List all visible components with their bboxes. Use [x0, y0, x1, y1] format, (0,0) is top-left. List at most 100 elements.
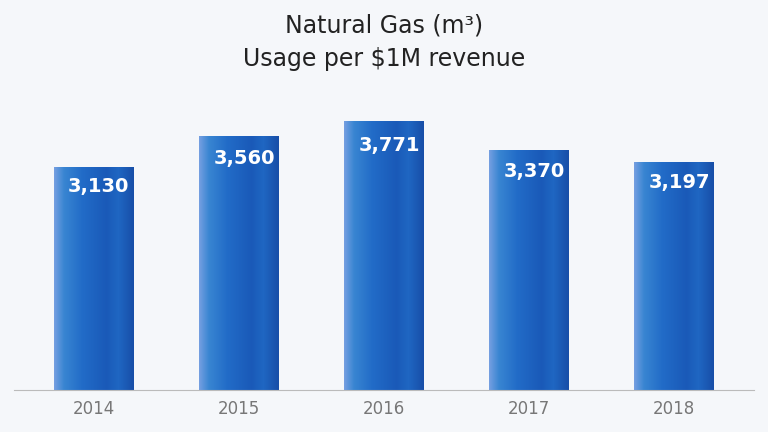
- Bar: [216, 136, 217, 391]
- Bar: [521, 149, 522, 391]
- Bar: [129, 167, 130, 391]
- Bar: [205, 136, 206, 391]
- Bar: [276, 136, 278, 391]
- Bar: [697, 162, 698, 391]
- Bar: [414, 121, 415, 391]
- Bar: [489, 149, 490, 391]
- Bar: [246, 136, 247, 391]
- Text: 3,560: 3,560: [214, 149, 275, 168]
- Bar: [526, 149, 527, 391]
- Bar: [377, 121, 378, 391]
- Bar: [690, 162, 691, 391]
- Bar: [645, 162, 647, 391]
- Bar: [83, 167, 84, 391]
- Bar: [674, 162, 675, 391]
- Bar: [695, 162, 697, 391]
- Bar: [495, 149, 496, 391]
- Bar: [398, 121, 399, 391]
- Bar: [519, 149, 520, 391]
- Bar: [81, 167, 83, 391]
- Bar: [204, 136, 205, 391]
- Bar: [651, 162, 652, 391]
- Bar: [388, 121, 389, 391]
- Bar: [418, 121, 419, 391]
- Bar: [56, 167, 57, 391]
- Bar: [531, 149, 532, 391]
- Bar: [523, 149, 524, 391]
- Bar: [261, 136, 262, 391]
- Bar: [407, 121, 408, 391]
- Bar: [665, 162, 667, 391]
- Bar: [240, 136, 241, 391]
- Bar: [562, 149, 563, 391]
- Bar: [54, 167, 55, 391]
- Bar: [238, 136, 239, 391]
- Bar: [214, 136, 215, 391]
- Bar: [528, 149, 529, 391]
- Bar: [543, 149, 544, 391]
- Bar: [707, 162, 708, 391]
- Bar: [639, 162, 641, 391]
- Bar: [59, 167, 60, 391]
- Bar: [259, 136, 260, 391]
- Bar: [516, 149, 517, 391]
- Bar: [539, 149, 540, 391]
- Bar: [234, 136, 235, 391]
- Bar: [355, 121, 356, 391]
- Bar: [390, 121, 391, 391]
- Bar: [712, 162, 713, 391]
- Bar: [703, 162, 704, 391]
- Bar: [202, 136, 203, 391]
- Bar: [200, 136, 201, 391]
- Bar: [269, 136, 270, 391]
- Bar: [384, 121, 385, 391]
- Bar: [565, 149, 566, 391]
- Bar: [555, 149, 556, 391]
- Bar: [508, 149, 509, 391]
- Bar: [658, 162, 659, 391]
- Bar: [522, 149, 523, 391]
- Bar: [104, 167, 106, 391]
- Bar: [367, 121, 368, 391]
- Bar: [534, 149, 535, 391]
- Bar: [544, 149, 545, 391]
- Bar: [710, 162, 711, 391]
- Bar: [498, 149, 499, 391]
- Bar: [518, 149, 519, 391]
- Bar: [113, 167, 114, 391]
- Bar: [517, 149, 518, 391]
- Bar: [649, 162, 650, 391]
- Bar: [668, 162, 669, 391]
- Bar: [106, 167, 107, 391]
- Bar: [351, 121, 352, 391]
- Bar: [237, 136, 238, 391]
- Bar: [58, 167, 59, 391]
- Bar: [566, 149, 567, 391]
- Bar: [650, 162, 651, 391]
- Bar: [406, 121, 407, 391]
- Bar: [409, 121, 410, 391]
- Bar: [97, 167, 98, 391]
- Bar: [273, 136, 275, 391]
- Bar: [389, 121, 390, 391]
- Bar: [249, 136, 250, 391]
- Bar: [256, 136, 257, 391]
- Bar: [635, 162, 637, 391]
- Bar: [201, 136, 202, 391]
- Bar: [568, 149, 569, 391]
- Bar: [371, 121, 372, 391]
- Bar: [642, 162, 644, 391]
- Bar: [365, 121, 366, 391]
- Bar: [708, 162, 709, 391]
- Bar: [116, 167, 117, 391]
- Bar: [118, 167, 119, 391]
- Bar: [223, 136, 224, 391]
- Bar: [120, 167, 121, 391]
- Bar: [671, 162, 672, 391]
- Bar: [638, 162, 639, 391]
- Bar: [366, 121, 367, 391]
- Bar: [553, 149, 554, 391]
- Bar: [363, 121, 364, 391]
- Bar: [556, 149, 557, 391]
- Bar: [395, 121, 396, 391]
